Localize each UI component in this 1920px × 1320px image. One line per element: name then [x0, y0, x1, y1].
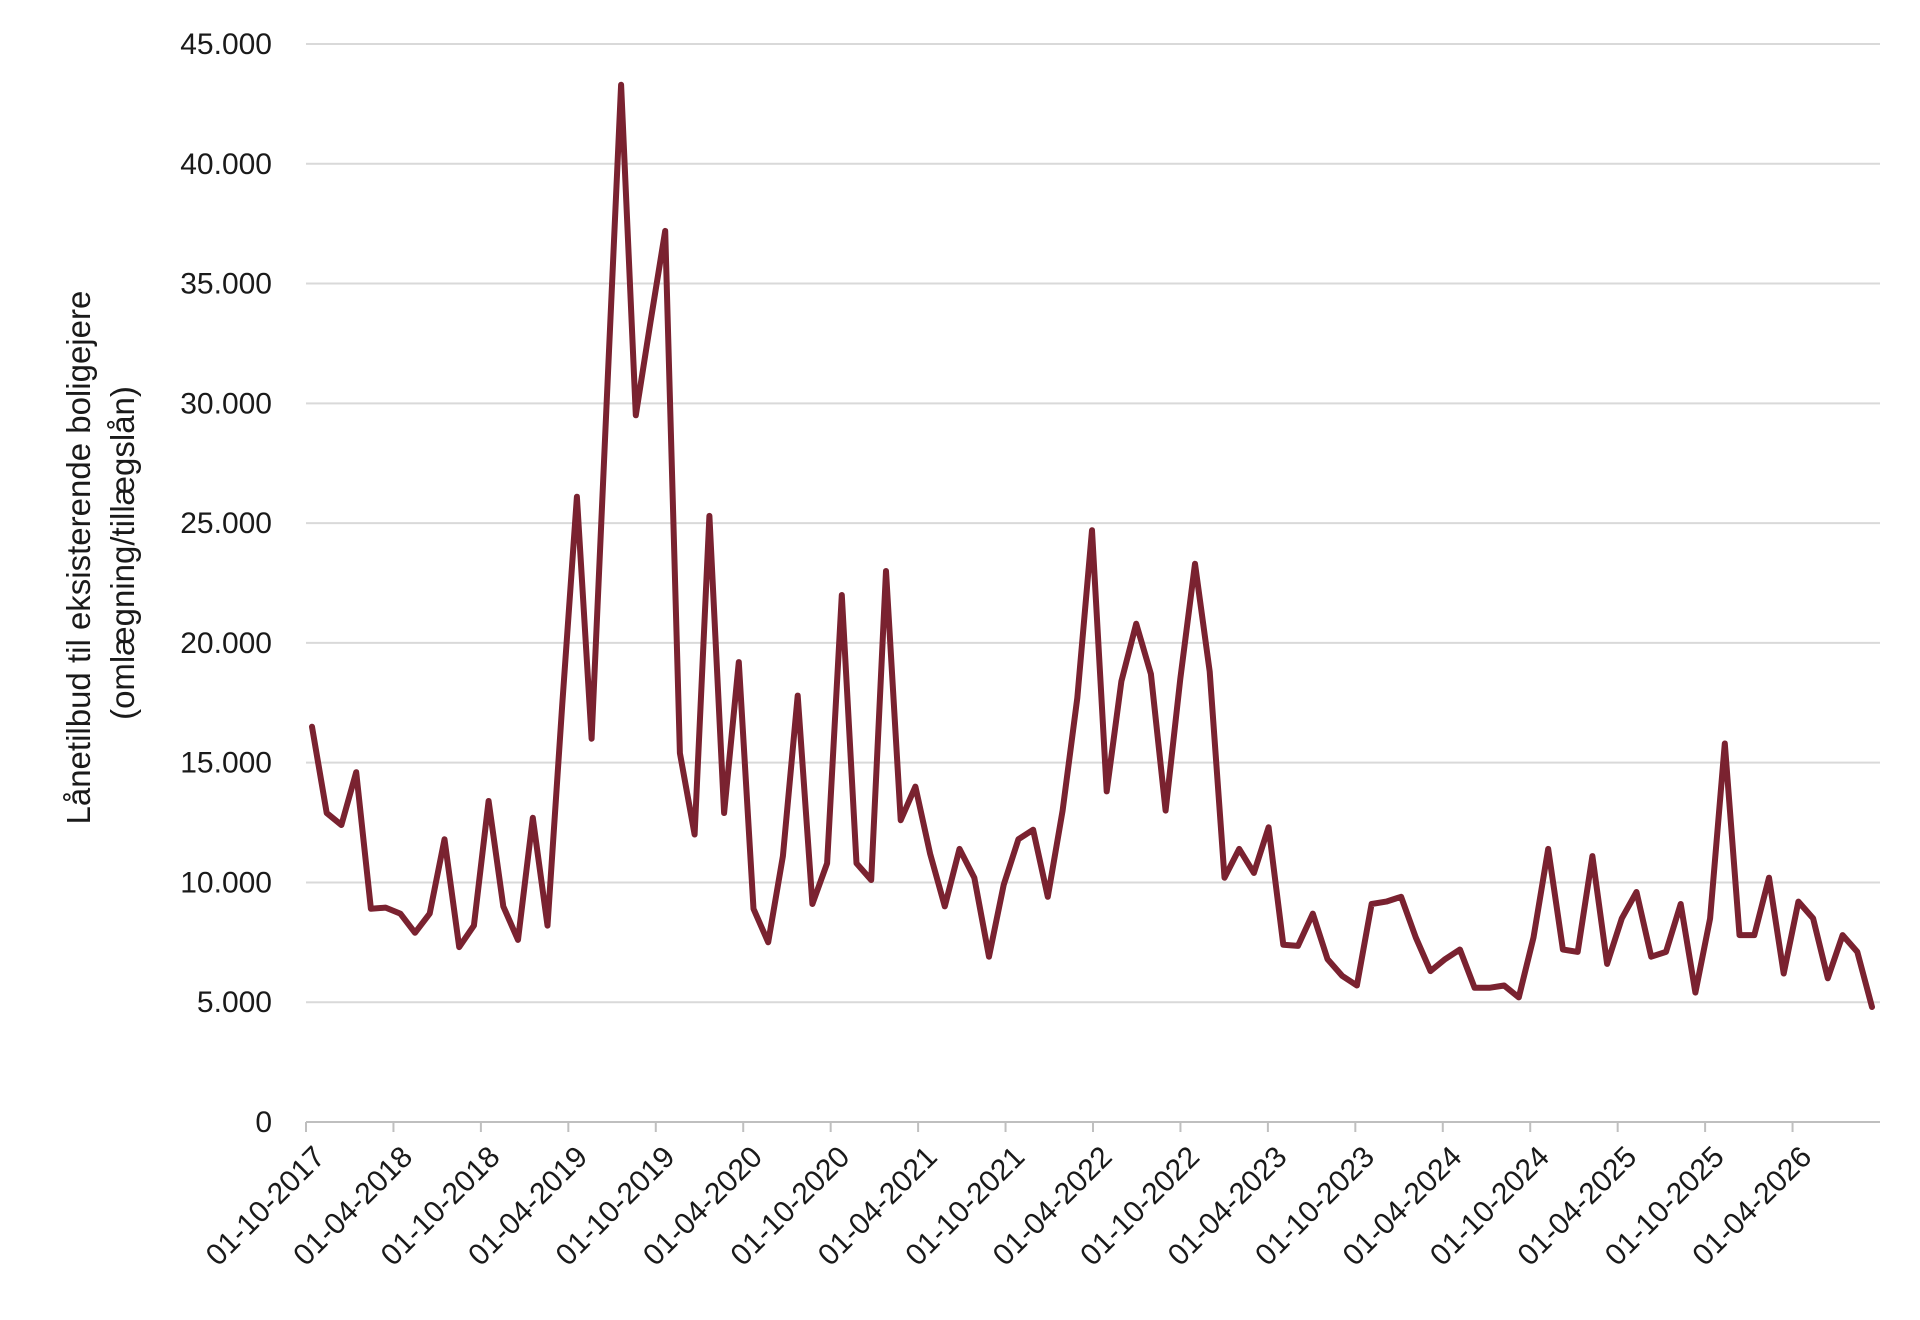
y-tick-label: 15.000: [180, 747, 272, 780]
y-axis-label-line-1: Lånetilbud til eksisterende boligejere: [60, 291, 97, 825]
y-tick-label: 45.000: [180, 28, 272, 61]
y-axis-label: Lånetilbud til eksisterende boligejere (…: [60, 281, 141, 824]
gridlines: [306, 43, 1880, 1004]
series-line: [309, 81, 1875, 1010]
y-tick-label: 0: [255, 1106, 272, 1139]
y-tick-label: 20.000: [180, 627, 272, 660]
y-tick-label: 40.000: [180, 148, 272, 181]
x-axis-tick-labels: 01-10-201701-04-201801-10-201801-04-2019…: [200, 1140, 1818, 1272]
series-layer: [309, 81, 1875, 1010]
y-axis-label-line-2: (omlægning/tillægslån): [104, 386, 141, 720]
y-axis-tick-labels: 0 5.000 10.000 15.000 20.000 25.000 30.000 35.0…: [180, 28, 272, 1139]
y-tick-label: 30.000: [180, 387, 272, 420]
y-tick-label: 25.000: [180, 507, 272, 540]
y-tick-label: 10.000: [180, 866, 272, 899]
x-axis: [305, 1121, 1880, 1132]
y-tick-label: 35.000: [180, 268, 272, 301]
y-tick-label: 5.000: [197, 986, 272, 1019]
